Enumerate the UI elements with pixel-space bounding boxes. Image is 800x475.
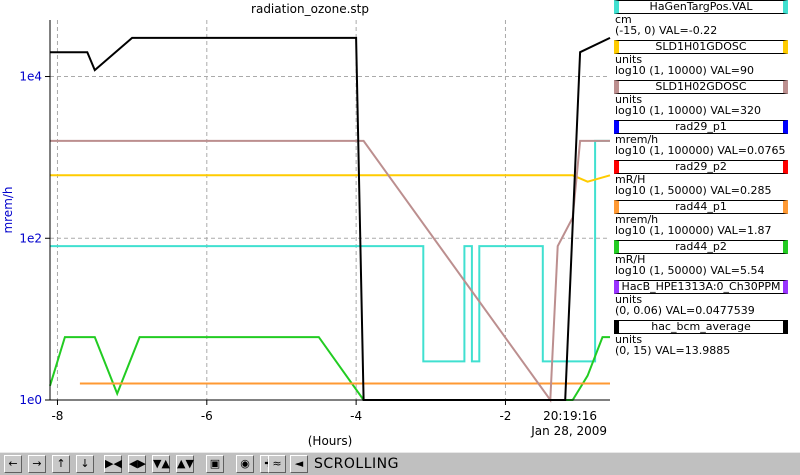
series-line-sld1h02gdosc [50,139,610,403]
legend-trace-name[interactable]: rad29_p1 [614,120,788,134]
legend-unit: units [615,333,643,346]
legend: HaGenTargPos.VAL cm (-15, 0) VAL=-0.22 SLD1… [612,0,800,452]
legend-entry-rad29-p1[interactable]: rad29_p1 mrem/h log10 (1, 100000) VAL=0.07… [612,120,800,160]
legend-value: log10 (1, 10000) VAL=320 [615,104,762,117]
legend-trace-name[interactable]: SLD1H02GDOSC [614,80,788,94]
pause-button[interactable]: ◄ [290,455,308,473]
toolbar: ←→↑↓▶◀◀▶▼▲▲▼▣◉✚≈◄ SCROLLING [0,452,800,475]
scroll-right-button[interactable]: → [28,455,46,473]
chart[interactable]: -8 -6 -4 -2 1e0 1e2 1e4 mrem/h (Hours) 20:19:16Ja… [0,0,612,452]
legend-trace-name[interactable]: rad44_p2 [614,240,788,254]
legend-trace-name[interactable]: SLD1H01GDOSC [614,40,788,54]
y-axis-label: mrem/h [1,186,15,233]
x-tick-label: -6 [201,409,213,423]
scroll-up-icon: ↑ [56,457,66,470]
legend-entry-rad29-p2[interactable]: rad29_p2 mR/H log10 (1, 50000) VAL=0.285 [612,160,800,200]
legend-value: (-15, 0) VAL=-0.22 [615,24,718,37]
legend-entry-sld1h01gdosc[interactable]: SLD1H01GDOSC units log10 (1, 10000) VAL=90 [612,40,800,80]
legend-unit: mR/H [615,173,646,186]
series-line-rad44-p2 [49,336,610,401]
series-line-hagentargpos-val [50,139,610,363]
legend-entry-sld1h02gdosc[interactable]: SLD1H02GDOSC units log10 (1, 10000) VAL=32… [612,80,800,120]
legend-value: (0, 15) VAL=13.9885 [615,344,731,357]
legend-trace-name[interactable]: HacB_HPE1313A:0_Ch30PPM [614,280,788,294]
legend-unit: cm [615,13,632,26]
zoom-in-x-icon: ▶◀ [105,457,122,470]
legend-value: log10 (1, 100000) VAL=0.0765 [615,144,786,157]
end-date-label: Jan 28, 2009 [530,424,607,438]
config-button[interactable]: ≈ [268,455,286,473]
legend-trace-name[interactable]: rad29_p2 [614,160,788,174]
x-tick-label: -4 [350,409,362,423]
legend-trace-name[interactable]: rad44_p1 [614,200,788,214]
x-axis-label: (Hours) [308,434,353,448]
legend-unit: mrem/h [615,213,659,226]
legend-unit: mrem/h [615,133,659,146]
series-line-sld1h01gdosc [50,174,611,183]
autozoom-icon: ▣ [209,457,221,470]
zoom-out-x-icon: ◀▶ [129,457,146,470]
scroll-right-icon: → [32,457,42,470]
legend-value: log10 (1, 50000) VAL=5.54 [615,264,765,277]
series-line-hac-bcm-average [50,36,611,401]
zoom-out-x-button[interactable]: ◀▶ [128,455,146,473]
end-time-label: 20:19:16 [543,409,597,423]
y-tick-label: 1e2 [19,231,42,245]
legend-value: (0, 0.06) VAL=0.0477539 [615,304,755,317]
legend-trace-name[interactable]: hac_bcm_average [614,320,788,334]
x-tick-label: -8 [51,409,63,423]
scroll-up-button[interactable]: ↑ [52,455,70,473]
config-icon: ≈ [272,457,282,470]
scroll-left-icon: ← [8,457,18,470]
autozoom-button[interactable]: ▣ [206,455,224,473]
stop-button[interactable]: ◉ [236,455,254,473]
legend-unit: units [615,293,643,306]
legend-entry-rad44-p2[interactable]: rad44_p2 mR/H log10 (1, 50000) VAL=5.54 [612,240,800,280]
stop-icon: ◉ [240,457,250,470]
zoom-in-y-icon: ▼▲ [153,457,170,470]
legend-unit: mR/H [615,253,646,266]
scroll-left-button[interactable]: ← [4,455,22,473]
legend-value: log10 (1, 100000) VAL=1.87 [615,224,772,237]
plot-title: radiation_ozone.stp [251,2,369,16]
legend-unit: units [615,93,643,106]
status-text: SCROLLING [314,456,399,472]
zoom-out-y-icon: ▲▼ [177,457,194,470]
y-tick-label: 1e4 [19,70,42,84]
zoom-in-y-button[interactable]: ▼▲ [152,455,170,473]
zoom-out-y-button[interactable]: ▲▼ [176,455,194,473]
legend-entry-hagentargpos-val[interactable]: HaGenTargPos.VAL cm (-15, 0) VAL=-0.22 [612,0,800,40]
legend-trace-name[interactable]: HaGenTargPos.VAL [614,0,788,14]
legend-entry-rad44-p1[interactable]: rad44_p1 mrem/h log10 (1, 100000) VAL=1.87 [612,200,800,240]
legend-entry-hacb-hpe1313a-0-ch30ppm[interactable]: HacB_HPE1313A:0_Ch30PPM units (0, 0.06) VA… [612,280,800,320]
pause-icon: ◄ [294,457,304,470]
scroll-down-button[interactable]: ↓ [76,455,94,473]
legend-unit: units [615,53,643,66]
legend-entry-hac-bcm-average[interactable]: hac_bcm_average units (0, 15) VAL=13.9885 [612,320,800,360]
scroll-down-icon: ↓ [80,457,90,470]
legend-value: log10 (1, 10000) VAL=90 [615,64,755,77]
legend-value: log10 (1, 50000) VAL=0.285 [615,184,772,197]
y-tick-label: 1e0 [19,393,42,407]
x-tick-label: -2 [499,409,511,423]
zoom-in-x-button[interactable]: ▶◀ [104,455,122,473]
